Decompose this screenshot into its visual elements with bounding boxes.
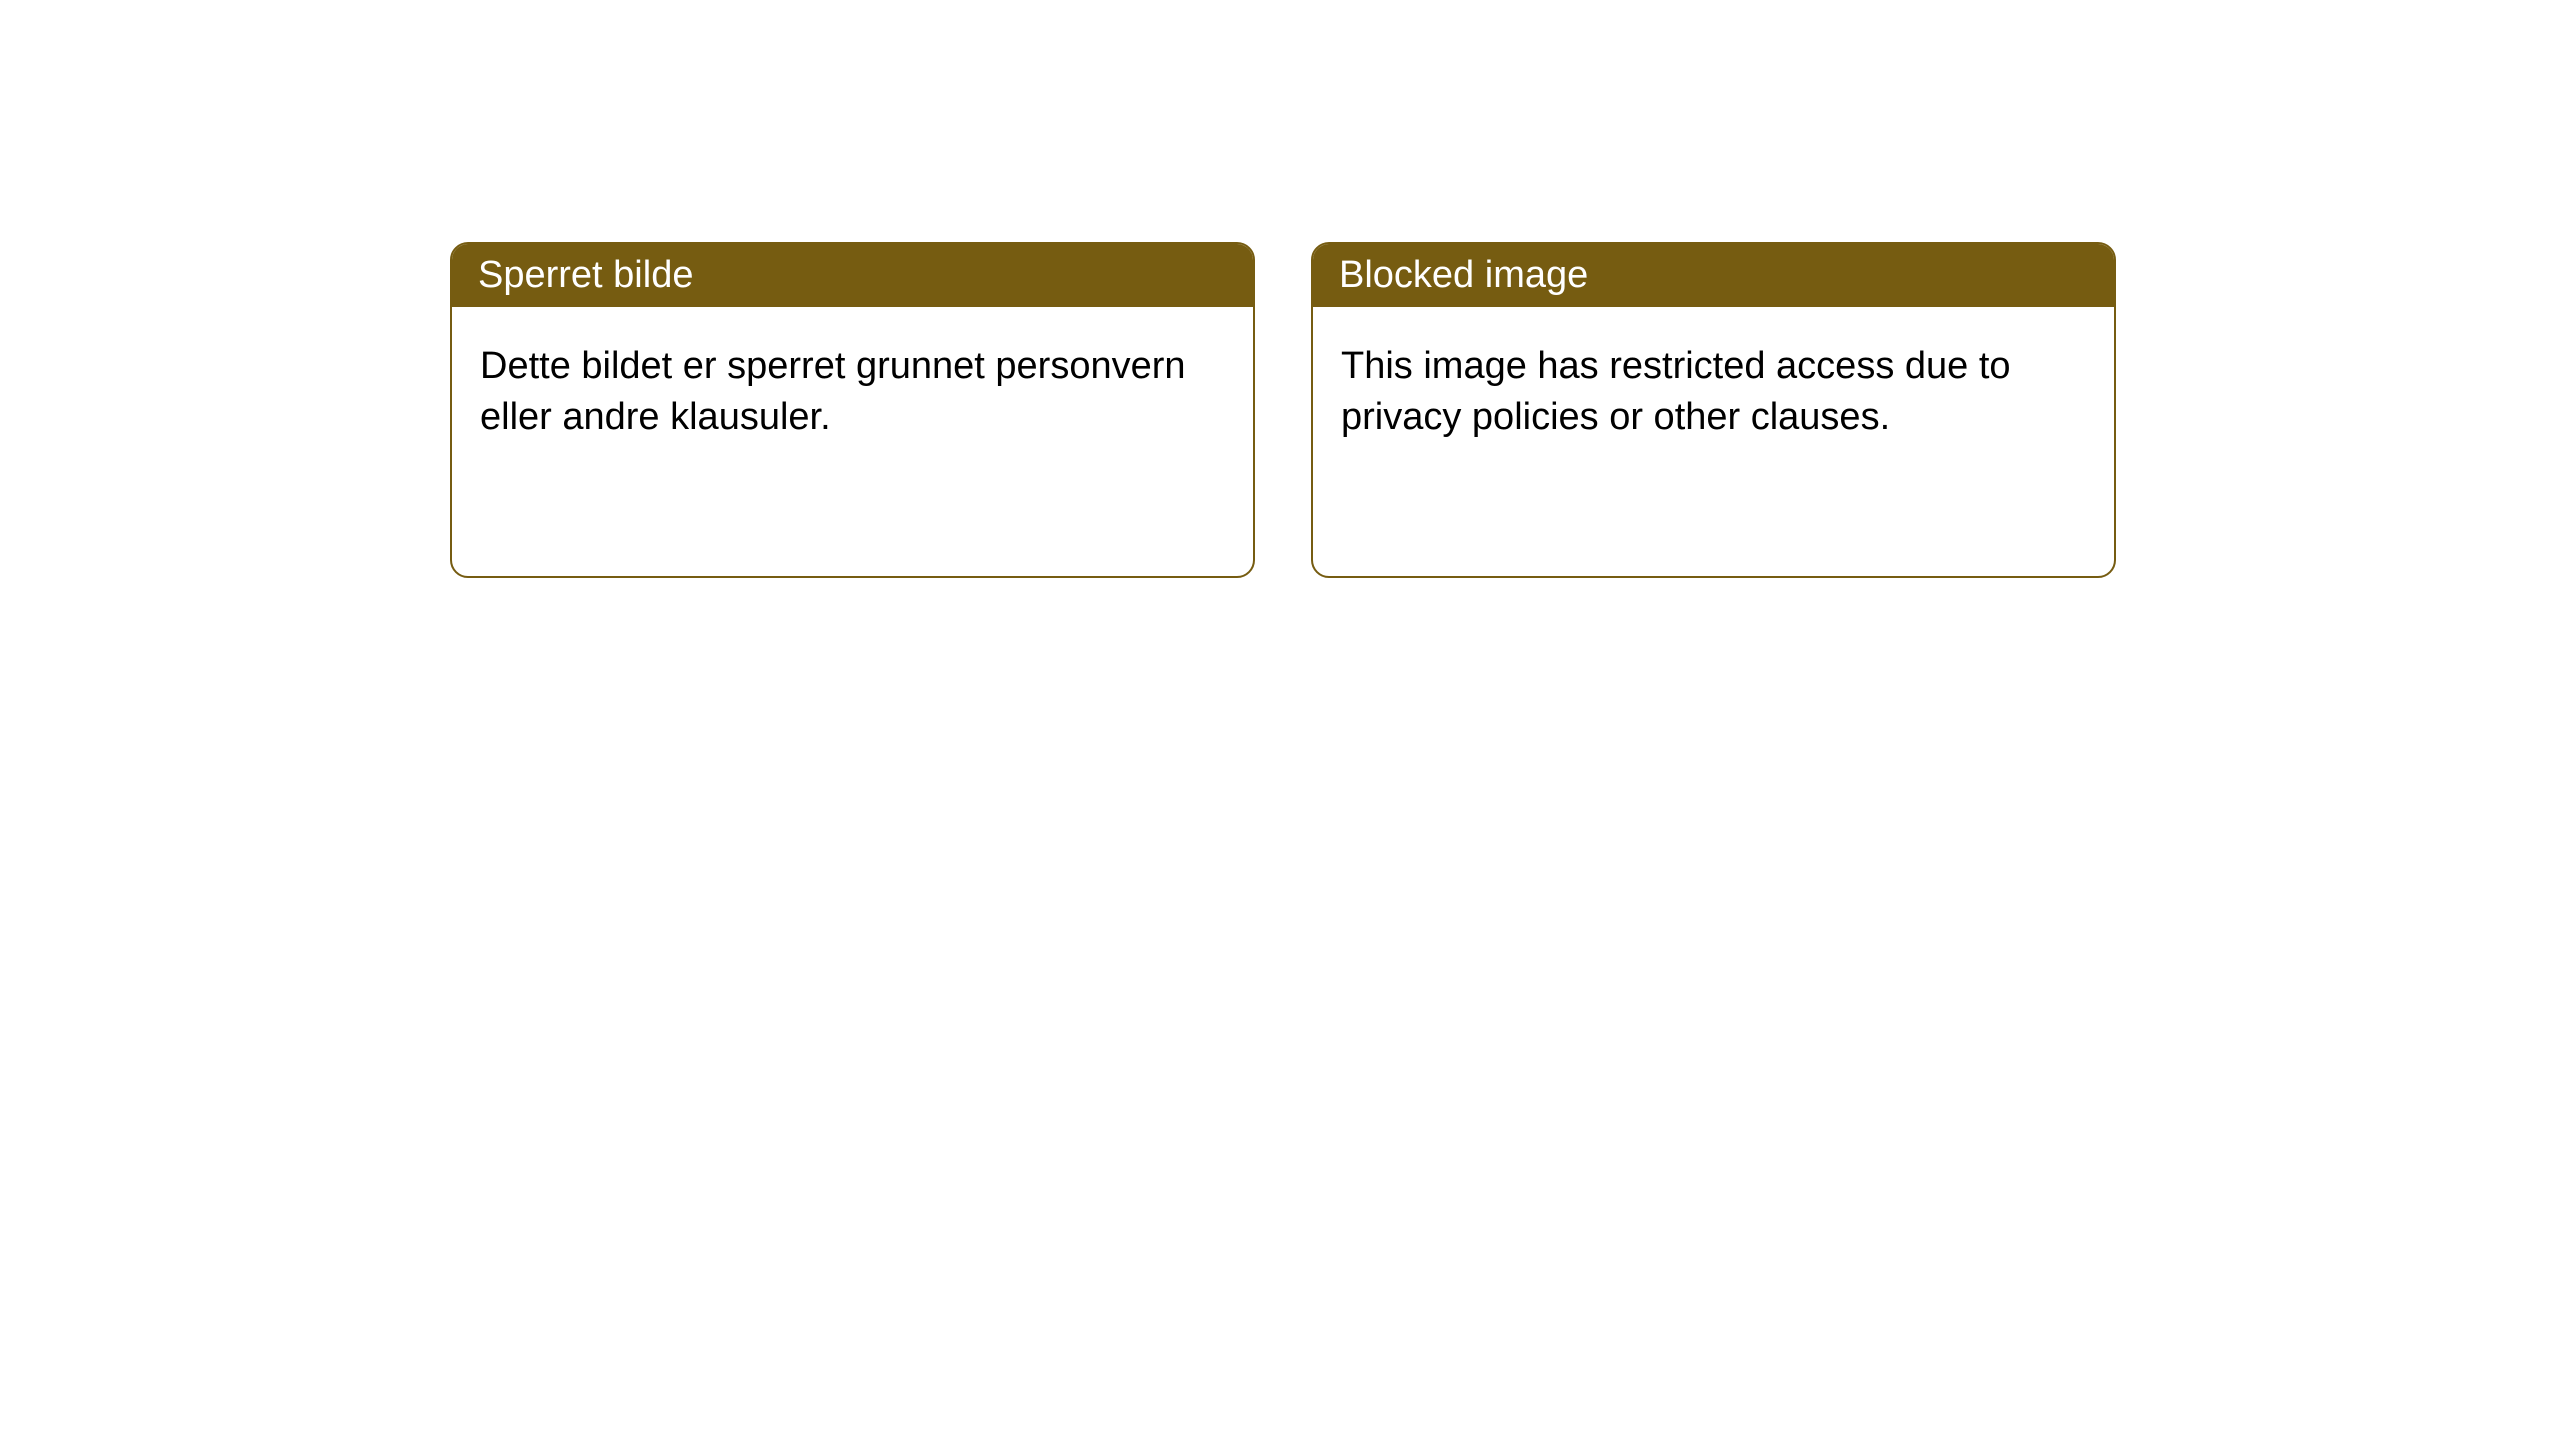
card-body-text: This image has restricted access due to … [1341,345,2011,438]
notice-card-norwegian: Sperret bilde Dette bildet er sperret gr… [450,242,1255,578]
card-header: Blocked image [1313,244,2114,307]
card-title: Sperret bilde [478,254,693,296]
card-header: Sperret bilde [452,244,1253,307]
notice-card-english: Blocked image This image has restricted … [1311,242,2116,578]
card-body: Dette bildet er sperret grunnet personve… [452,307,1253,478]
card-body-text: Dette bildet er sperret grunnet personve… [480,345,1186,438]
notice-cards-container: Sperret bilde Dette bildet er sperret gr… [0,0,2560,578]
card-title: Blocked image [1339,254,1588,296]
card-body: This image has restricted access due to … [1313,307,2114,478]
